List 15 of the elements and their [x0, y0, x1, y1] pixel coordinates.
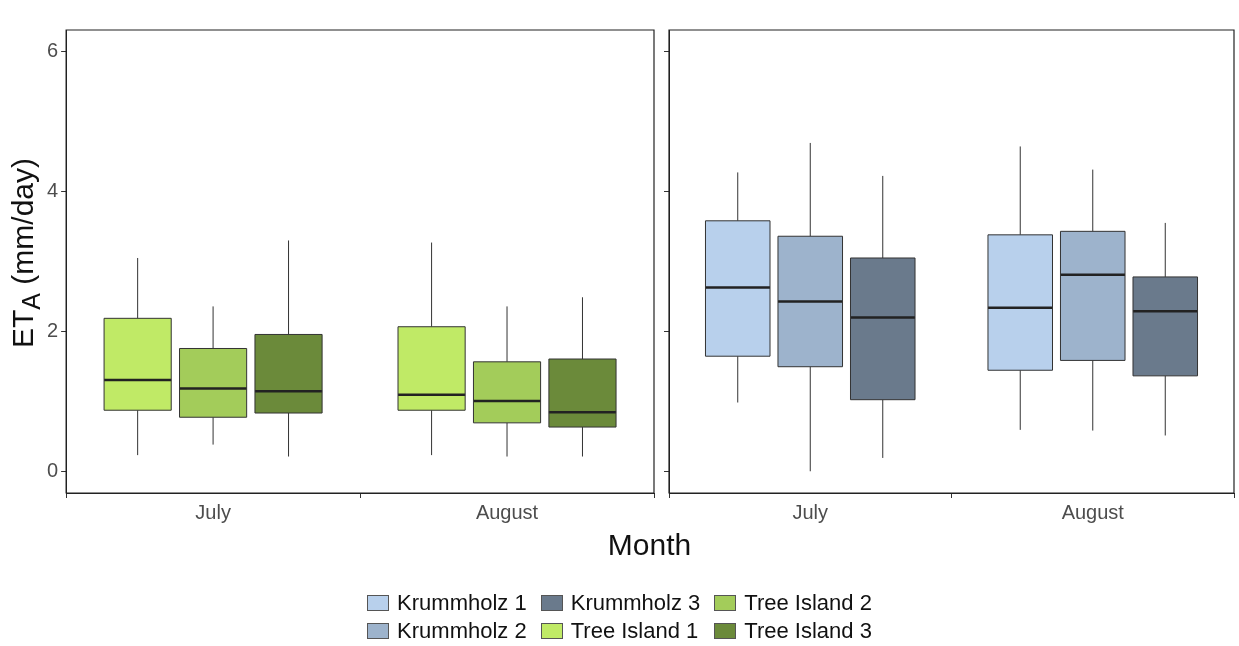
x-tick-label: August: [1061, 500, 1125, 523]
y-tick-label: 4: [47, 178, 59, 201]
y-tick-label: 6: [47, 38, 59, 61]
legend-label: Tree Island 1: [570, 618, 699, 644]
legend-label: Tree Island 2: [744, 590, 872, 616]
legend-label: Krummholz 1: [397, 590, 527, 616]
y-tick-label: 2: [47, 319, 59, 342]
legend-label: Krummholz 3: [570, 590, 701, 616]
x-tick-label: August: [475, 500, 539, 523]
x-axis-title: Month: [606, 528, 693, 562]
x-tick-label: July: [792, 500, 829, 523]
legend-label: Tree Island 3: [744, 618, 872, 644]
x-tick-label: July: [195, 500, 231, 523]
y-tick-label: 0: [47, 459, 59, 482]
legend-label: Krummholz 2: [397, 618, 527, 644]
